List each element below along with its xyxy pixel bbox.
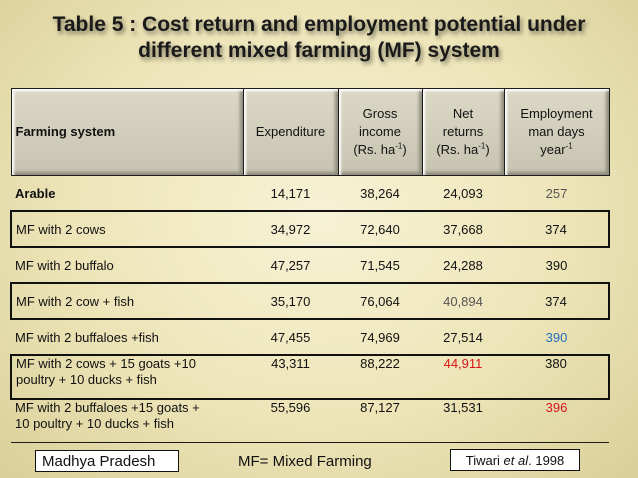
header-farming-system: Farming system xyxy=(10,88,244,176)
header-gross-line2: income xyxy=(359,124,401,139)
cell-expenditure: 47,455 xyxy=(243,318,338,356)
cell-employment: 380 xyxy=(504,354,610,400)
header-net-line3: (Rs. ha-1) xyxy=(427,141,500,159)
cell-farming-system: Arable xyxy=(11,175,243,212)
farming-system-line2: 10 poultry + 10 ducks + fish xyxy=(15,416,174,431)
citation-etal: et al xyxy=(503,453,529,468)
cell-net-returns: 37,668 xyxy=(422,210,504,248)
cell-employment: 374 xyxy=(504,282,610,320)
header-emp-line1: Employment xyxy=(520,106,593,121)
cell-employment: 257 xyxy=(504,175,609,212)
table-row: MF with 2 buffaloes +15 goats +10 poultr… xyxy=(11,398,609,443)
cell-gross-income: 74,969 xyxy=(338,318,422,356)
header-net-line1: Net xyxy=(452,106,474,121)
cell-farming-system: MF with 2 buffaloes +15 goats +10 poultr… xyxy=(11,398,243,443)
farming-system-line1: Arable xyxy=(15,185,56,201)
cell-net-returns: 44,911 xyxy=(422,354,504,400)
citation-year: . 1998 xyxy=(528,453,565,468)
table-row: MF with 2 buffalo 47,257 71,545 24,288 390 xyxy=(11,246,609,284)
cell-farming-system: MF with 2 buffalo xyxy=(11,246,243,284)
cell-gross-income: 72,640 xyxy=(338,210,422,248)
cell-expenditure: 55,596 xyxy=(243,398,338,443)
header-employment: Employment man days year-1 xyxy=(503,88,610,176)
header-gross-line1: Gross xyxy=(362,106,398,121)
farming-system-line1: MF with 2 buffalo xyxy=(15,257,114,273)
cell-farming-system: MF with 2 buffaloes +fish xyxy=(11,318,243,356)
header-expenditure: Expenditure xyxy=(242,88,339,176)
header-gross-unit: (Rs. ha xyxy=(353,142,396,157)
header-emp-unit: year xyxy=(540,142,566,157)
farming-system-line1: MF with 2 cows xyxy=(16,221,106,237)
cell-employment: 396 xyxy=(504,398,609,443)
table-row: MF with 2 buffaloes +fish 47,455 74,969 27,… xyxy=(11,318,609,356)
cell-gross-income: 71,545 xyxy=(338,246,422,284)
cell-net-returns: 40,894 xyxy=(422,282,504,320)
cell-employment: 390 xyxy=(504,318,609,356)
cell-farming-system: MF with 2 cows xyxy=(10,210,243,248)
cell-expenditure: 14,171 xyxy=(243,175,338,212)
table-header-row: Farming system Expenditure Gross income … xyxy=(10,88,610,176)
header-emp-line3: year-1 xyxy=(509,141,605,159)
header-gross-sup: -1 xyxy=(395,141,403,151)
cell-gross-income: 38,264 xyxy=(338,175,422,212)
cell-expenditure: 34,972 xyxy=(243,210,338,248)
farming-system-line1: MF with 2 buffaloes +fish xyxy=(15,329,159,345)
header-emp-sup: -1 xyxy=(565,141,573,151)
cell-gross-income: 87,127 xyxy=(338,398,422,443)
title-line-1: Table 5 : Cost return and employment pot… xyxy=(52,13,586,36)
cell-net-returns: 31,531 xyxy=(422,398,504,443)
cost-return-table: Farming system Expenditure Gross income … xyxy=(10,88,610,443)
citation-box: Tiwari et al. 1998 xyxy=(450,449,580,471)
cell-expenditure: 47,257 xyxy=(243,246,338,284)
cell-net-returns: 24,093 xyxy=(422,175,504,212)
cell-net-returns: 24,288 xyxy=(422,246,504,284)
header-net-unit: (Rs. ha xyxy=(436,142,479,157)
cell-farming-system: MF with 2 cow + fish xyxy=(10,282,243,320)
header-net-close: ) xyxy=(485,142,490,157)
header-net-line2: returns xyxy=(442,124,484,139)
table-body: Arable 14,171 38,264 24,093 257 MF with 2 cow… xyxy=(10,175,610,443)
cell-employment: 390 xyxy=(504,246,609,284)
header-gross-line3: (Rs. ha-1) xyxy=(343,141,418,159)
region-label: Madhya Pradesh xyxy=(35,450,179,472)
table-row: MF with 2 cows + 15 goats +10 poultry + 1… xyxy=(10,354,610,400)
cell-gross-income: 76,064 xyxy=(338,282,422,320)
table-row: Arable 14,171 38,264 24,093 257 xyxy=(11,175,609,212)
cell-expenditure: 35,170 xyxy=(243,282,338,320)
table-row: MF with 2 cow + fish 35,170 76,064 40,894 37… xyxy=(10,282,610,320)
farming-system-line2: poultry + 10 ducks + fish xyxy=(16,372,157,387)
header-net-sup: -1 xyxy=(478,141,486,151)
table-row: MF with 2 cows 34,972 72,640 37,668 374 xyxy=(10,210,610,248)
header-net-returns: Net returns (Rs. ha-1) xyxy=(421,88,505,176)
citation-author: Tiwari xyxy=(465,453,504,468)
cell-net-returns: 27,514 xyxy=(422,318,504,356)
title-line-2: different mixed farming (MF) system xyxy=(138,39,500,62)
header-gross-income: Gross income (Rs. ha-1) xyxy=(337,88,423,176)
farming-system-line1: MF with 2 cow + fish xyxy=(16,293,135,309)
slide-title: Table 5 : Cost return and employment pot… xyxy=(20,12,618,64)
cell-gross-income: 88,222 xyxy=(338,354,422,400)
farming-system-line1: MF with 2 buffaloes +15 goats + xyxy=(15,400,200,415)
cell-employment: 374 xyxy=(504,210,610,248)
header-gross-close: ) xyxy=(402,142,407,157)
farming-system-line1: MF with 2 cows + 15 goats +10 xyxy=(16,356,196,371)
cell-expenditure: 43,311 xyxy=(243,354,338,400)
mf-legend: MF= Mixed Farming xyxy=(238,453,372,470)
cell-farming-system: MF with 2 cows + 15 goats +10 poultry + 1… xyxy=(10,354,243,400)
header-emp-line2: man days xyxy=(528,124,585,139)
